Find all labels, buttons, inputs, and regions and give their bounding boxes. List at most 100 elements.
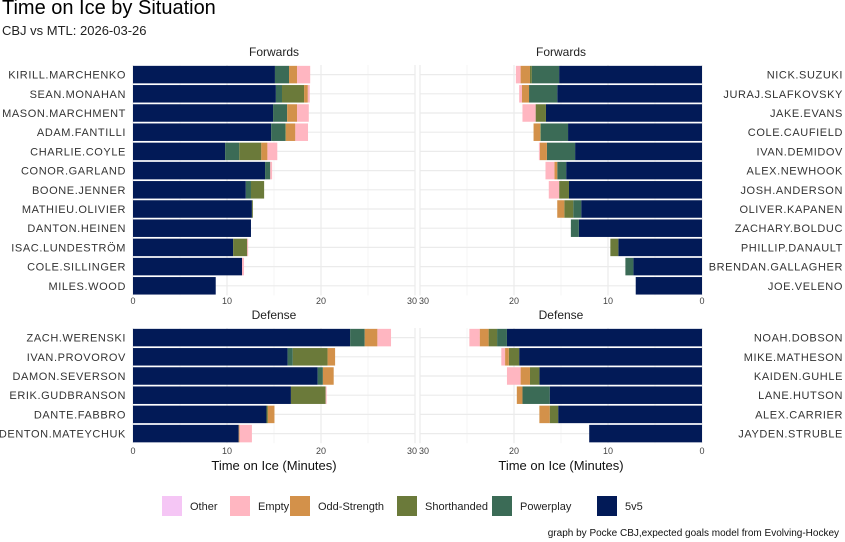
player-label: ERIK.GUDBRANSON xyxy=(9,390,126,402)
player-label: JOE.VELENO xyxy=(768,281,843,293)
bar-segment-empty-net xyxy=(295,123,309,141)
bar-segment-5v5 xyxy=(519,348,702,366)
player-label: MATHIEU.OLIVIER xyxy=(22,204,126,216)
bar-segment-5v5 xyxy=(581,200,702,218)
player-label: DENTON.MATEYCHUK xyxy=(0,429,126,441)
bar-segment-5v5 xyxy=(557,85,702,103)
player-label: ADAM.FANTILLI xyxy=(37,127,126,139)
player-label: COLE.CAUFIELD xyxy=(748,127,843,139)
bar-segment-5v5 xyxy=(133,142,226,161)
player-label: OLIVER.KAPANEN xyxy=(739,204,843,216)
player-label: NOAH.DOBSON xyxy=(754,333,843,345)
bar-segment-5v5 xyxy=(575,142,702,161)
bar-segment-odd-strength xyxy=(322,367,334,385)
bar-segment-powerplay xyxy=(275,85,282,103)
bar-segment-powerplay xyxy=(531,65,560,84)
x-tick-label: 20 xyxy=(509,296,519,306)
bar-segment-shorthanded xyxy=(281,85,305,103)
bar-segment-odd-strength xyxy=(479,328,489,347)
player-label: ALEX.CARRIER xyxy=(755,409,843,421)
bar-segment-empty-net xyxy=(519,85,522,103)
x-tick-label: 0 xyxy=(130,446,135,456)
legend-label: Shorthanded xyxy=(425,501,488,513)
bar-segment-odd-strength xyxy=(554,161,558,180)
bar-segment-empty-net xyxy=(270,161,273,180)
bar-segment-odd-strength xyxy=(520,367,530,385)
bar-segment-empty-net xyxy=(325,386,327,404)
player-label: KIRILL.MARCHENKO xyxy=(8,70,126,82)
bar-segment-odd-strength xyxy=(287,104,298,122)
bar-segment-odd-strength xyxy=(516,386,523,404)
bar-segment-5v5 xyxy=(133,104,274,122)
x-tick-label: 30 xyxy=(407,296,417,306)
bar-segment-shorthanded xyxy=(564,200,574,218)
x-tick-label: 20 xyxy=(509,446,519,456)
x-tick-label: 10 xyxy=(222,296,232,306)
bar-segment-powerplay xyxy=(273,104,288,122)
player-label: JURAJ.SLAFKOVSKY xyxy=(723,89,843,101)
player-label: JAKE.EVANS xyxy=(770,108,843,120)
bar-segment-5v5 xyxy=(133,277,216,295)
legend-swatch xyxy=(290,496,310,516)
player-label: IVAN.PROVOROV xyxy=(27,352,126,364)
legend-label: 5v5 xyxy=(625,501,643,513)
bar-segment-odd-strength xyxy=(539,405,550,424)
bar-segment-5v5 xyxy=(133,181,246,199)
x-tick-label: 20 xyxy=(316,446,326,456)
bar-segment-shorthanded xyxy=(239,142,262,161)
legend-swatch xyxy=(597,496,617,516)
bar-segment-empty-net xyxy=(242,257,244,276)
bar-segment-empty-net xyxy=(297,65,311,84)
bar-segment-empty-net xyxy=(267,142,278,161)
bar-segment-5v5 xyxy=(539,367,702,385)
bar-segment-powerplay xyxy=(317,367,323,385)
bar-segment-powerplay xyxy=(529,85,558,103)
bar-segment-5v5 xyxy=(133,386,291,404)
legend-label: Other xyxy=(190,501,218,513)
chart-caption: graph by Pocke CBJ,expected goals model … xyxy=(547,528,839,539)
player-label: ALEX.NEWHOOK xyxy=(747,166,844,178)
player-label: JAYDEN.STRUBLE xyxy=(738,429,843,441)
bar-segment-5v5 xyxy=(133,123,272,141)
bar-segment-empty-net xyxy=(538,142,540,161)
bar-segment-powerplay xyxy=(350,328,365,347)
player-label: JOSH.ANDERSON xyxy=(740,185,843,197)
bar-segment-5v5 xyxy=(566,161,702,180)
bar-segment-empty-net xyxy=(545,161,555,180)
x-tick-label: 10 xyxy=(603,296,613,306)
player-label: NICK.SUZUKI xyxy=(767,70,843,82)
bar-segment-shorthanded xyxy=(292,348,328,366)
bar-segment-5v5 xyxy=(133,219,251,237)
bar-segment-5v5 xyxy=(589,424,702,443)
bar-segment-shorthanded xyxy=(508,348,520,366)
bar-segment-odd-strength xyxy=(238,424,240,443)
panel-title: Defense xyxy=(539,308,584,322)
bar-segment-5v5 xyxy=(559,65,702,84)
panel-title: Forwards xyxy=(536,45,586,59)
bar-segment-5v5 xyxy=(635,277,702,295)
bar-segment-odd-strength xyxy=(304,85,308,103)
legend-swatch xyxy=(492,496,512,516)
bar-segment-5v5 xyxy=(618,238,702,257)
bar-segment-5v5 xyxy=(506,328,702,347)
bar-segment-powerplay xyxy=(265,161,271,180)
bar-segment-5v5 xyxy=(133,405,267,424)
bar-segment-shorthanded xyxy=(488,328,498,347)
x-axis-label: Time on Ice (Minutes) xyxy=(498,458,623,473)
bar-segment-shorthanded xyxy=(549,405,559,424)
bar-segment-odd-strength xyxy=(327,348,336,366)
bar-segment-powerplay xyxy=(557,161,567,180)
bar-segment-shorthanded xyxy=(529,65,532,84)
bar-segment-powerplay xyxy=(540,123,569,141)
bar-segment-shorthanded xyxy=(540,123,541,141)
bar-segment-shorthanded xyxy=(285,123,286,141)
bar-segment-shorthanded xyxy=(233,238,248,257)
x-tick-label: 0 xyxy=(699,296,704,306)
x-axis-label: Time on Ice (Minutes) xyxy=(211,458,336,473)
bar-segment-powerplay xyxy=(497,328,507,347)
bar-segment-5v5 xyxy=(133,328,351,347)
bar-segment-5v5 xyxy=(633,257,702,276)
bar-segment-empty-net xyxy=(501,348,506,366)
legend-swatch xyxy=(162,496,182,516)
